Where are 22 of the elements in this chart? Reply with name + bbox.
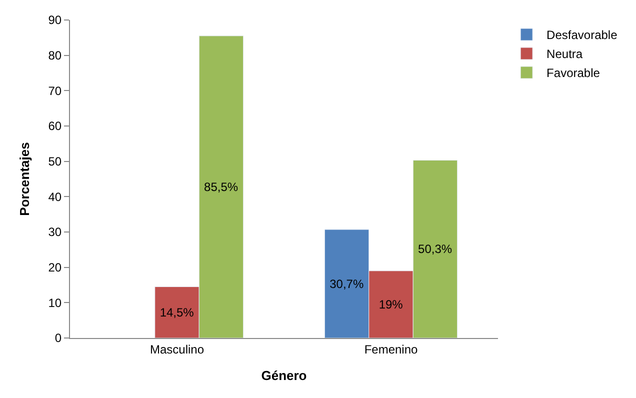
data-label: 19% [378, 297, 404, 312]
y-tick-label: 30 [48, 225, 62, 240]
data-label: 14,5% [160, 305, 194, 320]
data-label: 85,5% [204, 180, 238, 194]
data-label: 30,7% [330, 276, 364, 291]
y-axis-title: Porcentajes [17, 142, 32, 216]
y-tick-label: 10 [48, 296, 62, 310]
y-tick-label: 40 [48, 190, 62, 204]
legend-label: Favorable [546, 66, 600, 80]
y-tick-label: 70 [48, 84, 62, 98]
y-tick-label: 20 [48, 260, 62, 275]
y-tick-label: 0 [54, 331, 62, 346]
y-tick-label: 80 [48, 48, 62, 63]
x-tick-label: Masculino [150, 342, 204, 356]
y-tick-label: 50 [48, 154, 62, 169]
y-tick-label: 90 [48, 13, 62, 28]
x-axis-title: Género [261, 368, 307, 383]
data-label: 50,3% [418, 242, 452, 256]
legend-label: Neutra [546, 47, 583, 62]
legend-label: Desfavorable [546, 28, 618, 42]
x-tick-label: Femenino [364, 342, 418, 356]
y-tick-label: 60 [48, 119, 62, 134]
